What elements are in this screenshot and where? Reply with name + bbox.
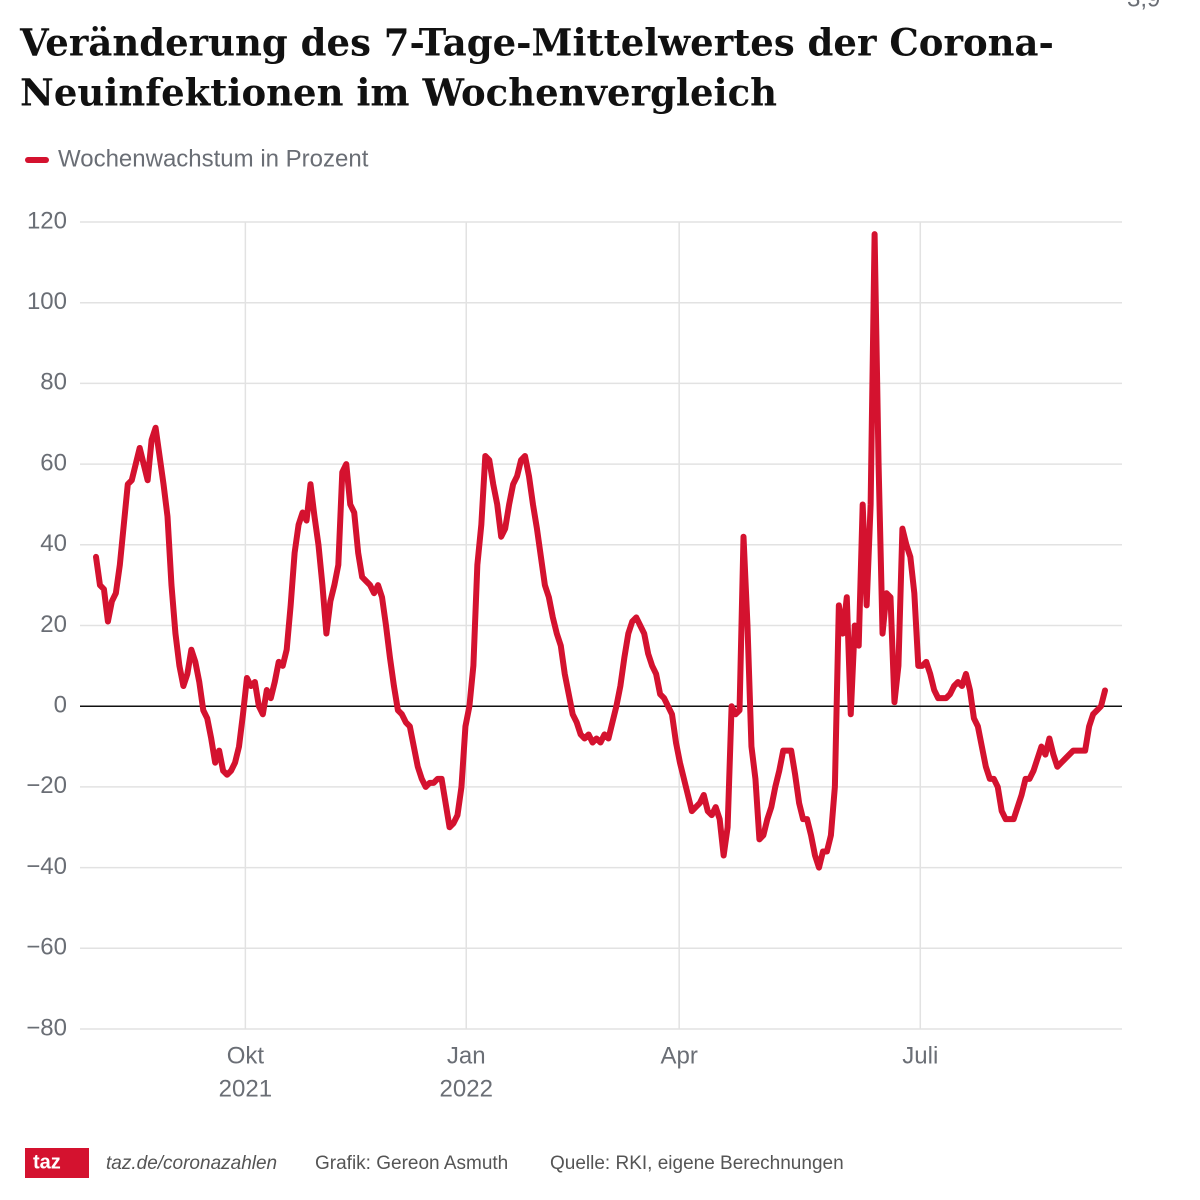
x-tick-label: Okt [227,1042,265,1069]
x-year-label: 2022 [440,1075,493,1102]
credit: Grafik: Gereon Asmuth [315,1153,508,1174]
data-line [93,231,1108,871]
y-tick-label: 100 [27,288,67,315]
y-tick-label: −40 [26,853,67,880]
y-tick-label: −80 [26,1014,67,1041]
y-tick-label: 40 [40,530,67,557]
value-label: 3,9 [1127,0,1160,12]
y-tick-label: −20 [26,772,67,799]
source-url: taz.de/coronazahlen [106,1153,277,1174]
x-year-label: 2021 [219,1075,272,1102]
y-tick-label: 120 [27,207,67,234]
legend-label: Wochenwachstum in Prozent [58,145,369,172]
y-tick-label: 80 [40,369,67,396]
y-tick-label: 20 [40,611,67,638]
y-tick-label: 0 [54,692,67,719]
chart-title: Neuinfektionen im Wochenvergleich [20,71,777,115]
brand: taz [33,1151,61,1173]
y-tick-label: −60 [26,934,67,961]
legend-swatch [25,157,49,163]
chart-title: Veränderung des 7-Tage-Mittelwertes der … [19,21,1054,65]
x-tick-label: Apr [660,1042,697,1069]
x-tick-label: Jan [447,1042,486,1069]
source: Quelle: RKI, eigene Berechnungen [550,1153,844,1174]
x-tick-label: Juli [902,1042,938,1069]
y-tick-label: 60 [40,449,67,476]
brand-logo [25,1148,89,1178]
